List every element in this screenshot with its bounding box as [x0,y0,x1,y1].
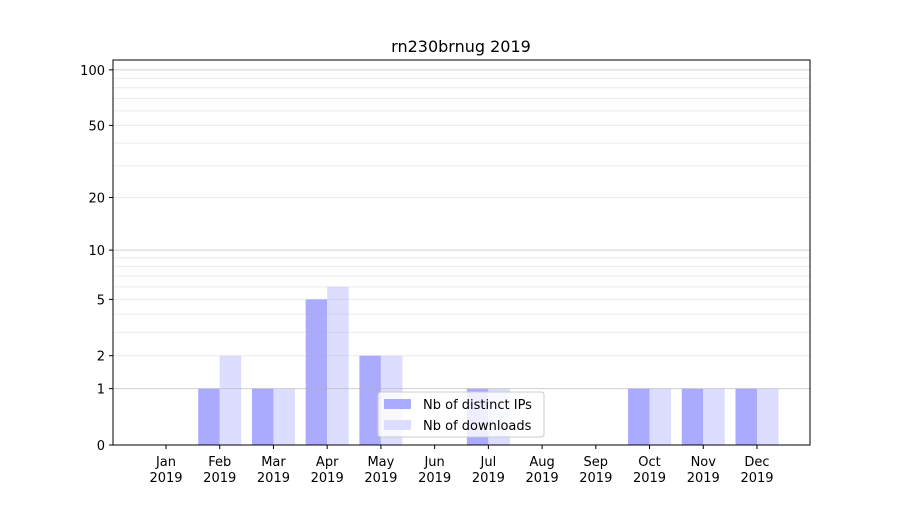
x-tick-label: May 2019 [364,455,397,486]
x-tick-label: Oct 2019 [633,455,666,486]
bar-downloads [219,355,242,445]
x-tick-label: Apr 2019 [311,455,344,486]
x-tick-label: Mar 2019 [257,455,290,486]
y-tick-label: 10 [88,244,105,259]
y-tick-label: 2 [97,350,105,365]
bar-downloads [757,388,779,445]
legend: Nb of distinct IPs Nb of downloads [377,391,545,438]
bar-distinct-ips [305,299,328,445]
plot-frame [112,59,811,446]
y-tick-label: 1 [97,383,105,398]
legend-label: Nb of downloads [423,419,532,434]
x-tick-label: Jan 2019 [149,455,182,486]
x-tick-label: Sep 2019 [579,455,612,486]
bar-distinct-ips [681,388,704,445]
y-tick-label: 0 [97,439,105,454]
x-tick-label: Feb 2019 [203,455,236,486]
chart-title: rn230brnug 2019 [391,37,531,56]
bar-downloads [649,388,672,445]
bar-downloads [703,388,725,445]
y-tick-label: 50 [88,119,105,134]
bar-downloads [273,388,295,445]
y-tick-label: 100 [80,64,105,79]
legend-swatch [384,399,411,409]
y-tick-label: 5 [97,293,105,308]
bar-downloads [327,286,349,445]
x-tick-label: Jul 2019 [472,455,505,486]
bar-distinct-ips [251,388,274,445]
x-tick-label: Jun 2019 [418,455,451,486]
x-tick-label: Nov 2019 [687,455,720,486]
legend-label: Nb of distinct IPs [423,398,532,413]
x-tick-label: Dec 2019 [740,455,773,486]
bar-distinct-ips [628,388,650,445]
y-tick-label: 20 [88,192,105,207]
bar-distinct-ips [198,388,220,445]
legend-box [377,391,545,438]
legend-swatch [384,420,411,430]
bar-distinct-ips [359,355,381,445]
bar-distinct-ips [735,388,757,445]
x-tick-label: Aug 2019 [526,455,559,486]
